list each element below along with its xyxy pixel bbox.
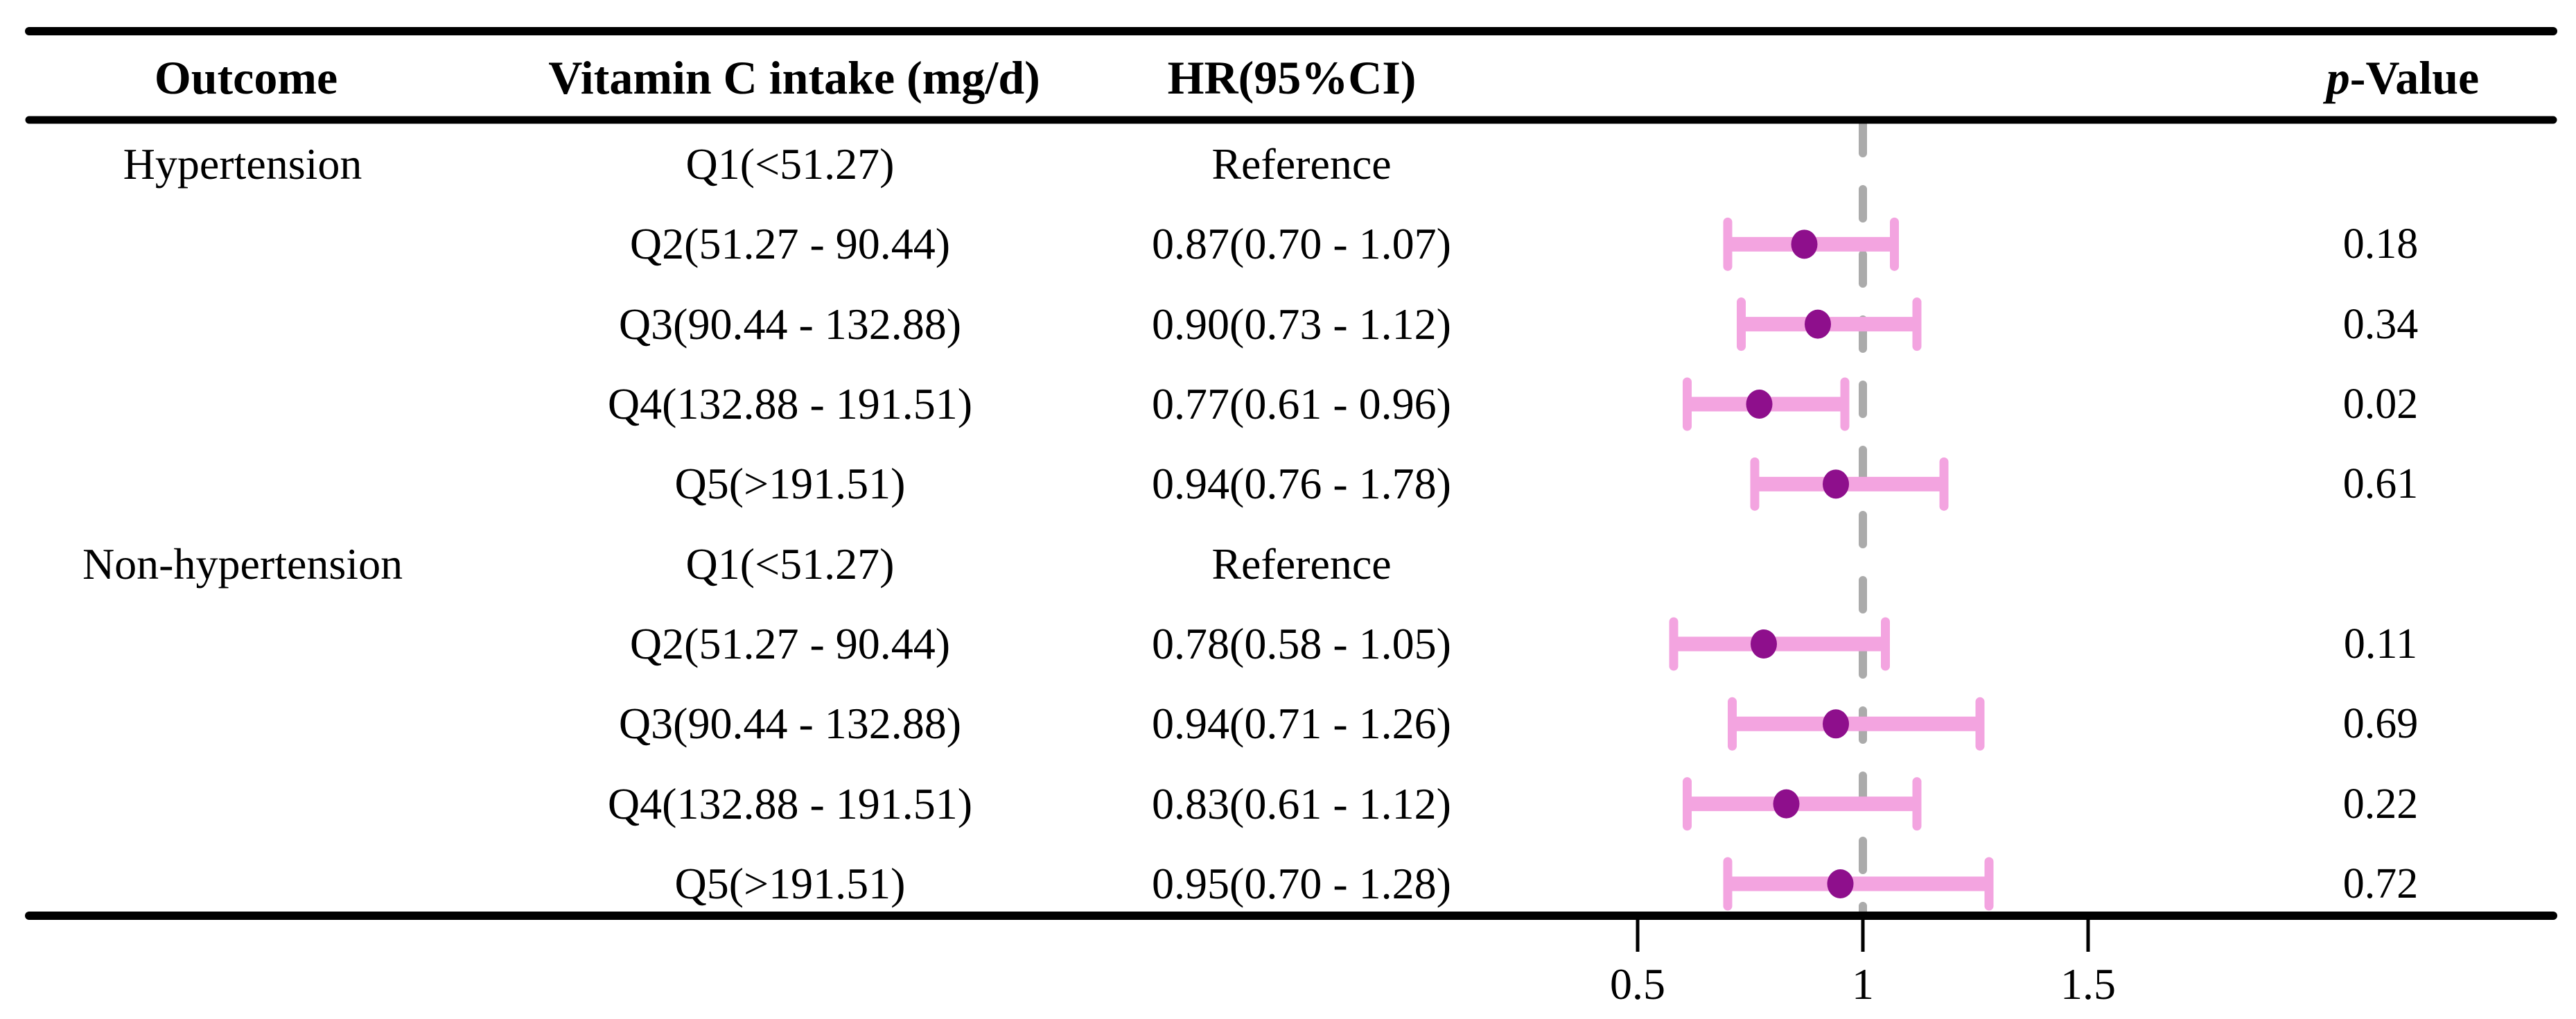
col-header-intake: Vitamin C intake (mg/d)	[548, 51, 1040, 104]
row-hr-text: Reference	[1211, 539, 1392, 589]
row-p-value: 0.18	[2342, 220, 2419, 268]
row-outcome-label: Non-hypertension	[82, 539, 403, 589]
row-p-value: 0.72	[2342, 860, 2419, 907]
row-p-value: 0.02	[2342, 380, 2419, 428]
row-intake-label: Q1(<51.27)	[685, 139, 895, 189]
x-axis-tick-label: 1.5	[2060, 959, 2116, 1009]
row-intake-label: Q4(132.88 - 191.51)	[607, 778, 973, 828]
point-estimate-dot	[1746, 389, 1773, 419]
row-intake-label: Q3(90.44 - 132.88)	[618, 299, 962, 349]
row-intake-label: Q2(51.27 - 90.44)	[629, 618, 951, 668]
row-intake-label: Q3(90.44 - 132.88)	[618, 699, 962, 749]
p-value-rest: -Value	[2349, 51, 2480, 104]
row-intake-label: Q1(<51.27)	[685, 539, 895, 589]
point-estimate-dot	[1805, 309, 1831, 339]
col-header-p-value: p-Value	[2327, 54, 2479, 101]
p-value-italic-p: p	[2326, 51, 2350, 104]
x-axis-tick-label: 0.5	[1610, 959, 1665, 1009]
row-hr-text: 0.87(0.70 - 1.07)	[1152, 219, 1451, 269]
row-p-value: 0.22	[2342, 780, 2419, 828]
row-intake-label: Q2(51.27 - 90.44)	[629, 219, 951, 269]
point-estimate-dot	[1823, 709, 1849, 739]
point-estimate-dot	[1827, 869, 1854, 898]
x-axis-tick-label: 1	[1852, 959, 1874, 1009]
row-hr-text: Reference	[1211, 139, 1392, 189]
row-p-value: 0.34	[2342, 300, 2419, 348]
row-hr-text: 0.94(0.76 - 1.78)	[1152, 459, 1451, 509]
row-hr-text: 0.95(0.70 - 1.28)	[1152, 858, 1451, 908]
row-intake-label: Q5(>191.51)	[674, 858, 906, 908]
row-hr-text: 0.90(0.73 - 1.12)	[1152, 299, 1451, 349]
row-hr-text: 0.78(0.58 - 1.05)	[1152, 618, 1451, 668]
row-hr-text: 0.94(0.71 - 1.26)	[1152, 699, 1451, 749]
row-p-value: 0.61	[2342, 460, 2419, 508]
row-outcome-label: Hypertension	[123, 139, 362, 189]
point-estimate-dot	[1773, 789, 1800, 819]
row-p-value: 0.11	[2343, 620, 2418, 668]
row-intake-label: Q5(>191.51)	[674, 459, 906, 509]
point-estimate-dot	[1751, 629, 1777, 659]
col-header-hr: HR(95%CI)	[1167, 51, 1417, 104]
row-intake-label: Q4(132.88 - 191.51)	[607, 378, 973, 428]
point-estimate-dot	[1823, 469, 1849, 499]
row-hr-text: 0.77(0.61 - 0.96)	[1152, 378, 1451, 428]
point-estimate-dot	[1791, 229, 1818, 259]
row-hr-text: 0.83(0.61 - 1.12)	[1152, 778, 1451, 828]
row-p-value: 0.69	[2342, 700, 2419, 748]
col-header-outcome: Outcome	[154, 51, 338, 104]
